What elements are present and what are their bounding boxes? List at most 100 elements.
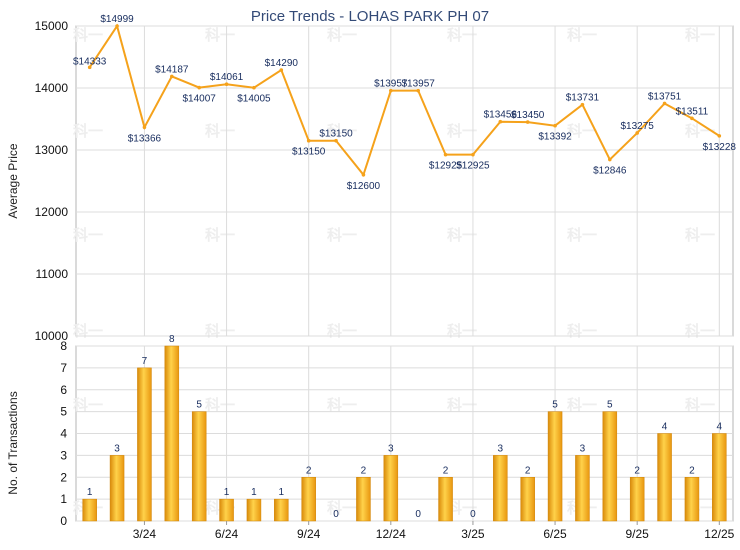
price-data-label: $13392 [538, 132, 572, 143]
bar-value-label: 2 [361, 465, 367, 476]
x-tick-label: 9/25 [626, 527, 650, 541]
price-point [608, 157, 612, 162]
y-tick-label: 10000 [35, 329, 69, 343]
bar-value-label: 0 [415, 509, 421, 520]
watermark-text: 科一 [205, 396, 235, 414]
price-data-label: $14999 [100, 14, 134, 25]
watermark-text: 科一 [327, 499, 357, 517]
price-point [471, 152, 475, 157]
transaction-bar [547, 411, 563, 522]
transaction-bar [137, 367, 152, 522]
transaction-bar [493, 455, 508, 522]
watermark-text: 科一 [567, 322, 597, 340]
price-point [416, 88, 420, 93]
price-data-label: $13366 [128, 133, 162, 144]
price-point [662, 101, 667, 106]
x-tick-label: 3/25 [461, 527, 485, 541]
watermark-text: 科一 [73, 122, 103, 140]
watermark-text: 科一 [685, 226, 715, 244]
bar-value-label: 0 [333, 509, 339, 520]
price-data-label: $13150 [319, 129, 353, 140]
y-tick-label: 3 [60, 448, 67, 462]
price-data-label: $14007 [183, 94, 217, 105]
price-point [717, 134, 722, 138]
price-data-label: $14290 [265, 58, 299, 69]
transaction-bar [657, 433, 672, 522]
watermark-text: 科一 [447, 499, 477, 517]
price-point [580, 102, 585, 107]
transaction-bar [575, 455, 590, 522]
watermark-text: 科一 [685, 26, 715, 44]
price-series-line [88, 23, 720, 177]
y-tick-label: 11000 [36, 267, 69, 281]
price-point [224, 82, 229, 87]
x-tick-label: 9/24 [297, 527, 321, 541]
bar-value-label: 2 [634, 465, 640, 476]
price-point [170, 74, 174, 79]
watermark-text: 科一 [567, 396, 597, 414]
y-tick-label: 7 [60, 361, 67, 375]
watermark-text: 科一 [327, 322, 357, 340]
y-tick-label: 0 [60, 514, 67, 528]
watermark-text: 科一 [205, 226, 235, 244]
price-data-label: $13456 [484, 110, 518, 121]
price-point [252, 85, 256, 90]
transactions-bars [82, 345, 727, 522]
bar-value-label: 2 [689, 465, 695, 476]
bar-value-label: 2 [443, 465, 449, 476]
watermark-text: 科一 [73, 396, 103, 414]
watermark-text: 科一 [567, 226, 597, 244]
watermark-text: 科一 [327, 396, 357, 414]
price-point [443, 152, 448, 157]
watermark-text: 科一 [447, 226, 477, 244]
watermark-text: 科一 [447, 122, 477, 140]
x-tick-label: 12/24 [376, 527, 406, 541]
watermark-text: 科一 [685, 322, 715, 340]
bar-value-label: 2 [306, 465, 312, 476]
price-point [306, 138, 311, 143]
watermark-text: 科一 [205, 26, 235, 44]
bar-value-label: 1 [87, 487, 93, 498]
price-data-label: $12600 [347, 181, 381, 192]
bar-value-label: 2 [525, 465, 531, 476]
transaction-bar [684, 477, 700, 522]
watermark-text: 科一 [73, 322, 103, 340]
price-data-label: $13228 [703, 142, 737, 153]
watermark-text: 科一 [327, 226, 357, 244]
bar-value-label: 3 [114, 443, 120, 454]
transaction-bar [301, 477, 316, 522]
watermark-text: 科一 [73, 226, 103, 244]
price-point [334, 138, 338, 143]
price-data-labels: $14333 $14999 $13366 $14187 $14007 $14061 $140… [73, 14, 736, 192]
y-tick-label: 2 [60, 470, 67, 484]
price-data-label: $14187 [155, 64, 189, 75]
bar-value-label: 0 [470, 509, 476, 520]
watermark-text: 科一 [447, 26, 477, 44]
price-plot-area [75, 25, 734, 337]
transaction-bar [191, 411, 207, 522]
bar-value-label: 1 [224, 487, 230, 498]
price-data-label: $13731 [566, 93, 600, 104]
chart-title: Price Trends - LOHAS PARK PH 07 [251, 8, 489, 25]
watermark-text: 科一 [205, 322, 235, 340]
price-point [87, 65, 92, 70]
x-tick-label: 12/25 [704, 527, 734, 541]
transaction-bar [712, 433, 727, 522]
price-data-label: $14061 [210, 72, 244, 83]
y-tick-label: 8 [60, 339, 67, 353]
y-tick-label: 1 [60, 492, 67, 506]
transaction-bar [438, 477, 453, 522]
transaction-bar [520, 477, 535, 522]
bar-value-label: 3 [498, 443, 504, 454]
watermark-text: 科一 [685, 396, 715, 414]
watermark-text: 科一 [205, 122, 235, 140]
transaction-bar [164, 345, 180, 522]
price-data-label: $13511 [676, 106, 709, 117]
price-point [525, 120, 530, 124]
transaction-bar [246, 498, 262, 522]
price-point [690, 116, 694, 121]
price-data-label: $13957 [402, 79, 436, 90]
price-point [553, 123, 557, 128]
price-point [389, 88, 393, 93]
